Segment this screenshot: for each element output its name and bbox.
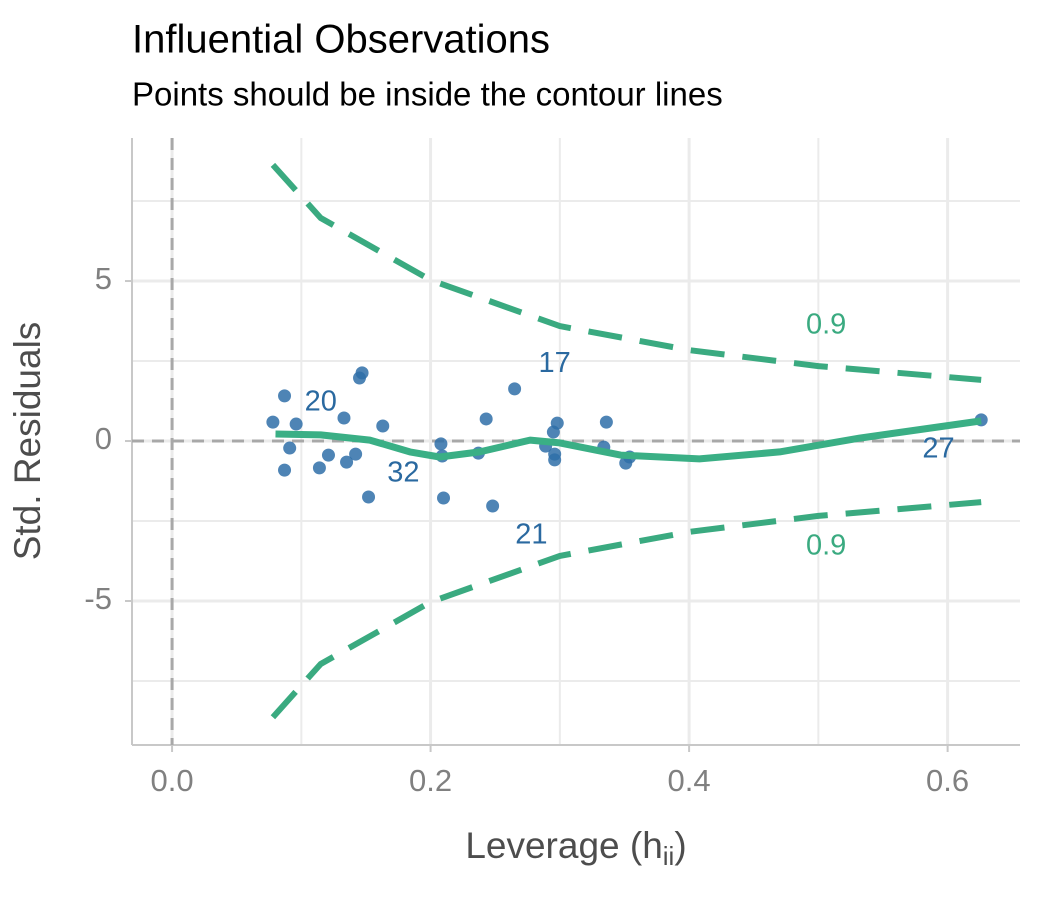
chart-subtitle: Points should be inside the contour line… [132,76,723,113]
x-tick-label: 0.0 [151,763,194,798]
annotation: 0.9 [806,308,846,340]
y-tick-label: 0 [95,421,112,456]
point [362,490,376,504]
point [266,415,280,429]
point [437,491,451,505]
point [486,499,500,513]
point [289,417,303,431]
contour-line [270,499,982,720]
point [283,441,297,455]
x-tick-label: 0.6 [926,763,969,798]
x-tick-label: 0.4 [668,763,711,798]
smooth-line [275,417,982,463]
point [376,419,390,433]
point [355,366,369,380]
point [321,448,335,462]
point [340,455,354,469]
chart-title: Influential Observations [132,18,550,62]
annotation: 0.9 [806,530,846,562]
annotation: 32 [387,457,419,489]
annotation: 17 [539,347,571,379]
x-label-part: Leverage (h [465,825,662,866]
x-label-sub: ii [663,841,675,871]
point [278,389,292,403]
x-label-part: ) [674,825,686,866]
point [278,463,292,477]
annotation: 21 [515,519,547,551]
y-tick-label: 5 [95,261,112,296]
point [599,415,613,429]
y-axis-label: Std. Residuals [7,322,48,561]
point [479,412,493,426]
point [337,411,351,425]
annotation: 20 [305,386,337,418]
x-tick-label: 0.2 [409,763,452,798]
point [349,447,363,461]
x-axis-label: Leverage (hii) [465,825,686,871]
y-tick-label: -5 [84,581,112,616]
point [434,437,448,451]
point [550,416,564,430]
point [508,382,522,396]
annotation: 27 [922,433,954,465]
contour-line [270,162,982,383]
point [548,453,562,467]
point [312,461,326,475]
